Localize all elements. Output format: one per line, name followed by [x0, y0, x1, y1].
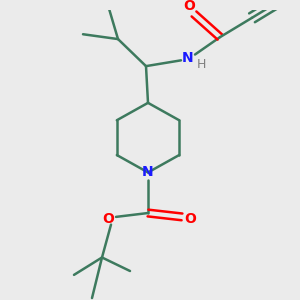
- Text: N: N: [182, 51, 194, 65]
- Text: O: O: [184, 212, 196, 226]
- Text: O: O: [102, 212, 114, 226]
- Text: N: N: [142, 165, 154, 179]
- Text: H: H: [196, 58, 206, 71]
- Text: O: O: [183, 0, 195, 13]
